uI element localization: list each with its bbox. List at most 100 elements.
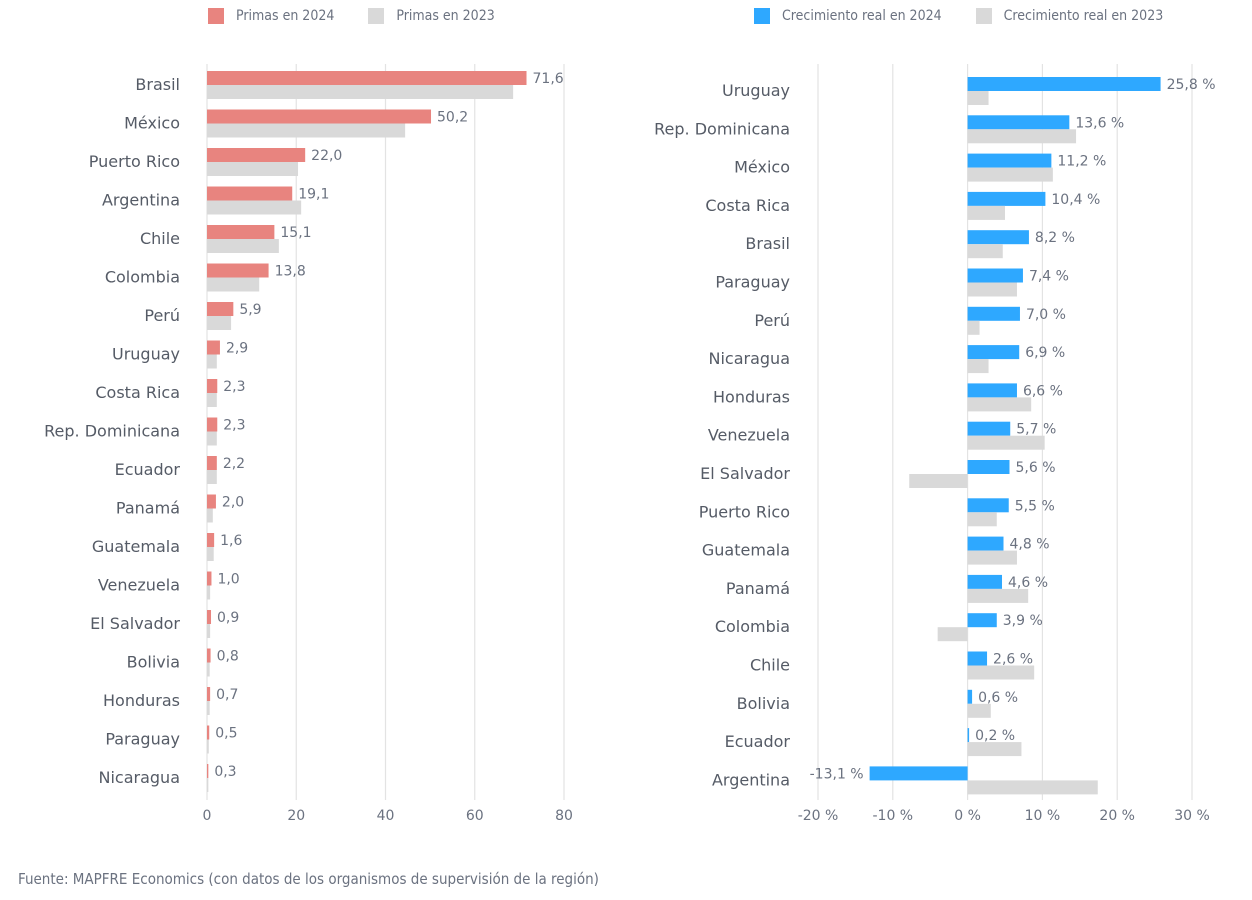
legend-item-crecimiento-2024: Crecimiento real en 2024 (754, 8, 942, 24)
bar-2023-chile (207, 239, 279, 253)
bar-2023-colombia (207, 277, 260, 292)
value-label-venezuela: 5,7 % (1016, 422, 1056, 438)
bar-2023-colombia (937, 627, 968, 642)
bar-2023-venezuela (967, 435, 1045, 450)
bar-2023-costa-rica (207, 393, 217, 407)
value-label-puerto-rico: 22,0 (311, 148, 342, 164)
value-label-mexico: 11,2 % (1057, 154, 1106, 170)
bar-2023-puerto-rico (207, 162, 299, 176)
category-label-nicaragua: Nicaragua (709, 349, 791, 368)
category-label-nicaragua: Nicaragua (99, 768, 181, 787)
bar-2023-brasil (967, 244, 1003, 259)
category-label-rep-dominicana: Rep. Dominicana (44, 422, 180, 441)
legend-right: Crecimiento real en 2024 Crecimiento rea… (754, 8, 1197, 24)
source-note: Fuente: MAPFRE Economics (con datos de l… (18, 870, 599, 888)
category-label-costa-rica: Costa Rica (705, 196, 790, 215)
category-label-argentina: Argentina (712, 770, 790, 789)
legend-label-crecimiento-2024: Crecimiento real en 2024 (782, 8, 942, 24)
legend-item-primas-2023: Primas en 2023 (368, 8, 495, 24)
bar-2024-panama (967, 574, 1003, 589)
category-label-peru: Perú (144, 306, 180, 325)
bar-2023-brasil (207, 85, 514, 99)
legend-swatch-primas-2024 (208, 8, 224, 24)
value-label-argentina: 19,1 (298, 187, 329, 203)
value-label-costa-rica: 10,4 % (1051, 192, 1100, 208)
bar-2024-venezuela (967, 421, 1011, 436)
category-label-brasil: Brasil (135, 75, 180, 94)
bar-2024-puerto-rico (967, 498, 1009, 513)
value-label-honduras: 0,7 (216, 687, 238, 703)
bar-2024-venezuela (207, 571, 212, 586)
bar-2023-peru (207, 316, 232, 330)
value-label-bolivia: 0,8 (217, 649, 239, 665)
legend-item-primas-2024: Primas en 2024 (208, 8, 334, 24)
bar-2024-el-salvador (967, 460, 1010, 474)
bar-2023-honduras (967, 397, 1032, 412)
bar-2024-el-salvador (207, 610, 212, 624)
category-label-el-salvador: El Salvador (700, 464, 790, 483)
bar-2023-mexico (207, 123, 406, 138)
value-label-panama: 4,6 % (1008, 575, 1048, 591)
bar-2023-ecuador (207, 470, 217, 484)
value-label-argentina: -13,1 % (810, 766, 864, 782)
bar-2023-nicaragua (207, 778, 209, 792)
legend-label-primas-2023: Primas en 2023 (396, 8, 495, 24)
bar-2024-guatemala (207, 533, 215, 547)
value-label-costa-rica: 2,3 (223, 379, 245, 395)
category-label-mexico: México (124, 114, 180, 133)
value-label-el-salvador: 0,9 (217, 610, 239, 626)
category-label-puerto-rico: Puerto Rico (89, 152, 180, 171)
bar-2023-uruguay (207, 354, 217, 369)
value-label-paraguay: 7,4 % (1029, 269, 1069, 285)
category-label-venezuela: Venezuela (708, 426, 790, 445)
x-tick-label: -20 % (798, 808, 839, 824)
value-label-rep-dominicana: 13,6 % (1075, 115, 1124, 131)
bar-2024-chile (207, 225, 275, 239)
category-label-bolivia: Bolivia (737, 694, 790, 713)
primas-chart: 0 20 40 60 80 Brasil 71,6 México 50,2 Puerto Rico… (44, 64, 573, 824)
legend-swatch-crecimiento-2023 (975, 8, 992, 24)
category-label-puerto-rico: Puerto Rico (699, 502, 790, 521)
category-label-panama: Panamá (116, 499, 180, 518)
legend-item-crecimiento-2023: Crecimiento real en 2023 (975, 8, 1163, 24)
bar-2024-puerto-rico (207, 148, 306, 162)
x-tick-label: 10 % (1025, 808, 1061, 824)
value-label-honduras: 6,6 % (1023, 383, 1063, 399)
value-label-nicaragua: 0,3 (214, 764, 236, 780)
x-tick-label: 30 % (1174, 808, 1210, 824)
bar-2023-venezuela (207, 585, 211, 600)
bar-2024-paraguay (967, 268, 1023, 283)
bar-2024-peru (207, 302, 234, 316)
bar-2024-costa-rica (207, 379, 218, 393)
bar-2023-panama (207, 508, 213, 523)
value-label-colombia: 13,8 (275, 264, 306, 280)
bar-2024-brasil (967, 230, 1029, 245)
bar-2024-argentina (207, 186, 293, 201)
bar-2023-guatemala (207, 547, 214, 561)
bar-2024-bolivia (207, 648, 211, 663)
category-label-venezuela: Venezuela (98, 576, 180, 595)
x-tick-label: 20 % (1099, 808, 1135, 824)
bar-2023-mexico (967, 167, 1053, 182)
category-label-rep-dominicana: Rep. Dominicana (654, 119, 790, 138)
value-label-peru: 5,9 (239, 302, 261, 318)
bar-2024-ecuador (967, 728, 970, 743)
value-label-ecuador: 2,2 (223, 456, 245, 472)
bar-2023-costa-rica (967, 205, 1005, 220)
value-label-panama: 2,0 (222, 495, 244, 511)
crecimiento-chart: -20 % -10 % 0 % 10 % 20 % 30 % Uruguay 25,8 % Re… (654, 64, 1216, 824)
category-label-peru: Perú (754, 311, 790, 330)
category-label-argentina: Argentina (102, 191, 180, 210)
category-label-uruguay: Uruguay (112, 345, 180, 364)
category-label-chile: Chile (750, 656, 790, 675)
value-label-paraguay: 0,5 (215, 726, 237, 742)
value-label-rep-dominicana: 2,3 (223, 418, 245, 434)
bar-2023-bolivia (967, 703, 991, 718)
legend-label-primas-2024: Primas en 2024 (236, 8, 335, 24)
bar-2023-rep-dominicana (967, 129, 1077, 144)
value-label-uruguay: 25,8 % (1167, 77, 1216, 93)
bar-2023-paraguay (967, 282, 1017, 297)
value-label-el-salvador: 5,6 % (1015, 460, 1055, 476)
bar-2024-nicaragua (207, 764, 209, 778)
bar-2024-uruguay (967, 77, 1161, 91)
